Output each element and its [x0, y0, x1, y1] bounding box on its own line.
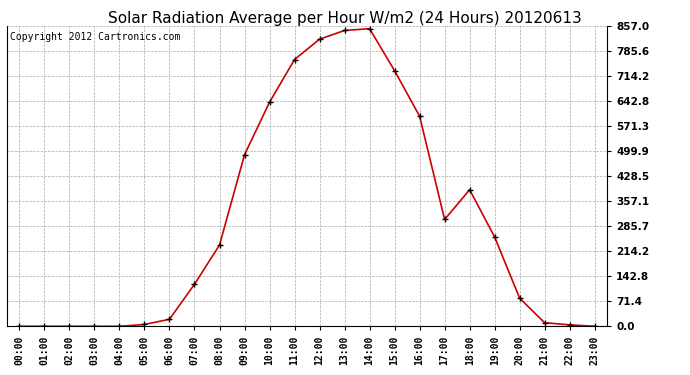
- Text: Copyright 2012 Cartronics.com: Copyright 2012 Cartronics.com: [10, 32, 180, 42]
- Text: Solar Radiation Average per Hour W/m2 (24 Hours) 20120613: Solar Radiation Average per Hour W/m2 (2…: [108, 11, 582, 26]
